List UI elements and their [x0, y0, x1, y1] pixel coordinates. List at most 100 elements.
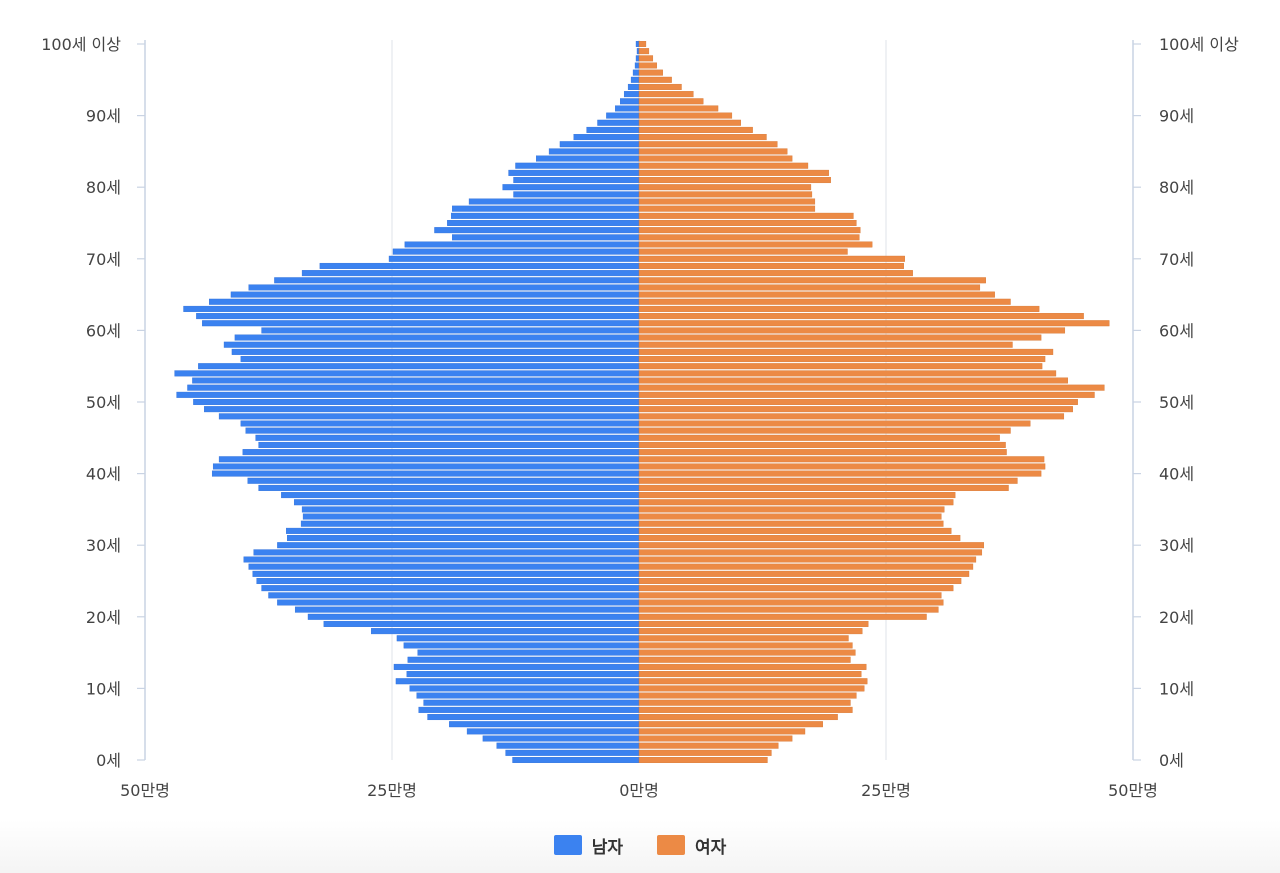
bar-female: [638, 742, 779, 749]
bar-male: [634, 62, 640, 69]
bar-male: [281, 492, 640, 499]
y-tick-label-left: 70세: [86, 250, 121, 269]
bar-female: [638, 348, 1054, 355]
bar-female: [638, 320, 1110, 327]
bar-female: [638, 556, 977, 563]
y-tick-label-left: 0세: [96, 751, 121, 770]
bar-male: [300, 520, 640, 527]
bar-male: [452, 234, 640, 241]
bar-female: [638, 255, 905, 262]
bar-male: [392, 248, 640, 255]
bar-female: [638, 298, 1011, 305]
bar-male: [502, 184, 640, 191]
bar-male: [258, 484, 640, 491]
bar-female: [638, 628, 863, 635]
y-tick-label-right: 50세: [1159, 393, 1194, 412]
legend-item-female[interactable]: 여자: [657, 833, 726, 858]
bar-male: [202, 320, 640, 327]
bar-male: [323, 620, 640, 627]
y-tick-label-left: 20세: [86, 608, 121, 627]
bar-male: [559, 141, 640, 148]
bar-male: [407, 656, 640, 663]
bar-male: [635, 55, 640, 62]
bar-male: [247, 477, 640, 484]
bar-female: [638, 248, 848, 255]
legend-swatch-male: [553, 835, 582, 855]
bar-female: [638, 492, 956, 499]
bar-male: [242, 449, 640, 456]
bar-female: [638, 177, 831, 184]
bar-female: [638, 592, 942, 599]
bar-male: [512, 757, 640, 763]
bar-female: [638, 277, 986, 284]
bar-male: [586, 126, 640, 133]
bar-male: [396, 635, 640, 642]
bar-female: [638, 191, 813, 198]
bar-male: [301, 506, 640, 513]
bar-male: [174, 370, 640, 377]
bar-female: [638, 441, 1006, 448]
legend-label-male: 남자: [591, 837, 623, 858]
bar-female: [638, 105, 719, 112]
legend-item-male[interactable]: 남자: [553, 833, 623, 858]
bar-male: [198, 363, 640, 370]
bar-female: [638, 585, 954, 592]
bar-male: [615, 105, 640, 112]
bar-female: [638, 685, 865, 692]
bar-male: [212, 463, 640, 470]
bar-female: [638, 334, 1042, 341]
bar-male: [573, 134, 640, 141]
bar-female: [638, 270, 913, 277]
y-tick-label-right: 10세: [1159, 679, 1194, 698]
bar-male: [623, 91, 640, 98]
bar-male: [187, 384, 640, 391]
bar-male: [256, 578, 640, 584]
bar-female: [638, 535, 961, 542]
bar-female: [638, 48, 650, 55]
y-tick-label-left: 50세: [86, 393, 121, 412]
bar-male: [302, 513, 640, 520]
bar-male: [416, 692, 640, 699]
bar-female: [638, 205, 816, 212]
bar-female: [638, 656, 851, 663]
bar-female: [638, 184, 812, 191]
y-tick-label-left: 80세: [86, 178, 121, 197]
bar-male: [627, 83, 640, 90]
bar-male: [505, 749, 640, 756]
bar-male: [409, 685, 640, 692]
bar-male: [277, 599, 640, 606]
bar-female: [638, 377, 1068, 384]
bar-female: [638, 169, 829, 176]
bar-male: [193, 399, 640, 405]
legend-label-female: 여자: [695, 837, 727, 858]
bar-female: [638, 692, 857, 699]
bar-female: [638, 463, 1046, 470]
footer-band: [0, 820, 1280, 873]
bar-male: [597, 119, 640, 126]
bar-female: [638, 341, 1013, 348]
bar-female: [638, 456, 1045, 463]
bar-male: [447, 220, 640, 226]
bar-female: [638, 126, 753, 133]
y-tick-label-right: 80세: [1159, 178, 1194, 197]
bar-male: [630, 76, 640, 83]
bar-male: [231, 348, 640, 355]
bar-female: [638, 141, 778, 148]
bar-female: [638, 241, 873, 248]
bar-male: [513, 191, 640, 198]
bar-male: [371, 628, 640, 635]
bar-male: [253, 549, 640, 556]
bar-female: [638, 227, 861, 234]
y-tick-label-right: 30세: [1159, 536, 1194, 555]
bar-female: [638, 427, 1011, 434]
bar-male: [223, 341, 640, 348]
bar-female: [638, 134, 767, 141]
y-tick-label-left: 60세: [86, 321, 121, 340]
bar-male: [307, 613, 640, 620]
bar-male: [274, 277, 640, 284]
bar-female: [638, 234, 860, 241]
bar-male: [196, 313, 640, 320]
bar-male: [620, 98, 640, 105]
bar-female: [638, 148, 788, 155]
bar-female: [638, 678, 868, 685]
